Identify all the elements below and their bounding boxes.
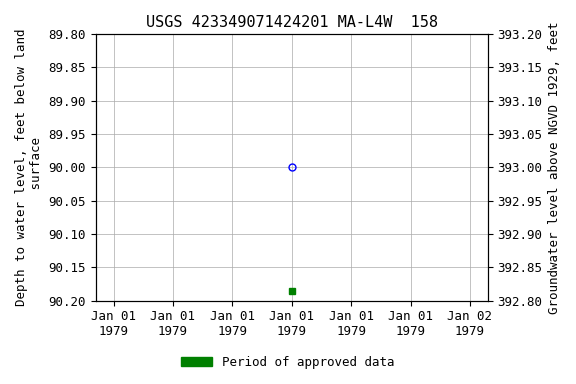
Y-axis label: Depth to water level, feet below land
 surface: Depth to water level, feet below land su… <box>15 28 43 306</box>
Title: USGS 423349071424201 MA-L4W  158: USGS 423349071424201 MA-L4W 158 <box>146 15 438 30</box>
Y-axis label: Groundwater level above NGVD 1929, feet: Groundwater level above NGVD 1929, feet <box>548 21 561 313</box>
Legend: Period of approved data: Period of approved data <box>176 351 400 374</box>
